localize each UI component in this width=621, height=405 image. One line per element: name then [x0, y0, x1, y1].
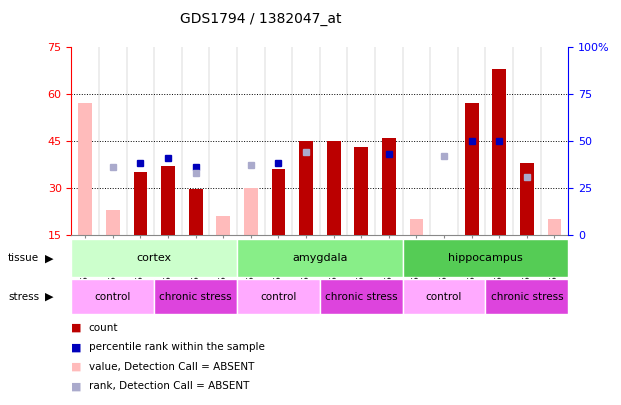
Bar: [548, 219, 561, 235]
Bar: [465, 103, 479, 235]
Text: count: count: [89, 323, 119, 333]
Bar: [161, 166, 175, 235]
Bar: [402, 239, 568, 277]
Text: ▶: ▶: [45, 254, 53, 263]
Text: value, Detection Call = ABSENT: value, Detection Call = ABSENT: [89, 362, 254, 372]
Bar: [382, 138, 396, 235]
Bar: [71, 239, 237, 277]
Text: cortex: cortex: [137, 253, 172, 263]
Bar: [134, 172, 147, 235]
Bar: [271, 169, 285, 235]
Text: ■: ■: [71, 323, 82, 333]
Bar: [237, 279, 320, 314]
Text: ■: ■: [71, 382, 82, 391]
Bar: [71, 279, 154, 314]
Text: GDS1794 / 1382047_at: GDS1794 / 1382047_at: [180, 12, 342, 26]
Text: ■: ■: [71, 343, 82, 352]
Bar: [327, 141, 340, 235]
Bar: [244, 188, 258, 235]
Text: ▶: ▶: [45, 292, 53, 302]
Bar: [106, 210, 120, 235]
Text: control: control: [94, 292, 131, 302]
Bar: [189, 190, 202, 235]
Bar: [320, 279, 402, 314]
Text: hippocampus: hippocampus: [448, 253, 523, 263]
Text: ■: ■: [71, 362, 82, 372]
Bar: [216, 216, 230, 235]
Text: chronic stress: chronic stress: [160, 292, 232, 302]
Text: percentile rank within the sample: percentile rank within the sample: [89, 343, 265, 352]
Bar: [492, 68, 506, 235]
Text: control: control: [260, 292, 297, 302]
Text: amygdala: amygdala: [292, 253, 348, 263]
Text: control: control: [426, 292, 462, 302]
Bar: [78, 103, 92, 235]
Bar: [520, 163, 533, 235]
Bar: [402, 279, 486, 314]
Bar: [154, 279, 237, 314]
Text: stress: stress: [8, 292, 39, 302]
Text: tissue: tissue: [8, 254, 39, 263]
Text: rank, Detection Call = ABSENT: rank, Detection Call = ABSENT: [89, 382, 249, 391]
Text: chronic stress: chronic stress: [491, 292, 563, 302]
Bar: [299, 141, 313, 235]
Bar: [237, 239, 402, 277]
Text: chronic stress: chronic stress: [325, 292, 397, 302]
Bar: [355, 147, 368, 235]
Bar: [409, 219, 424, 235]
Bar: [486, 279, 568, 314]
